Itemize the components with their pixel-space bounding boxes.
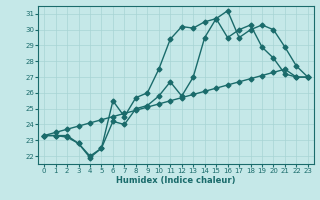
X-axis label: Humidex (Indice chaleur): Humidex (Indice chaleur) (116, 176, 236, 185)
